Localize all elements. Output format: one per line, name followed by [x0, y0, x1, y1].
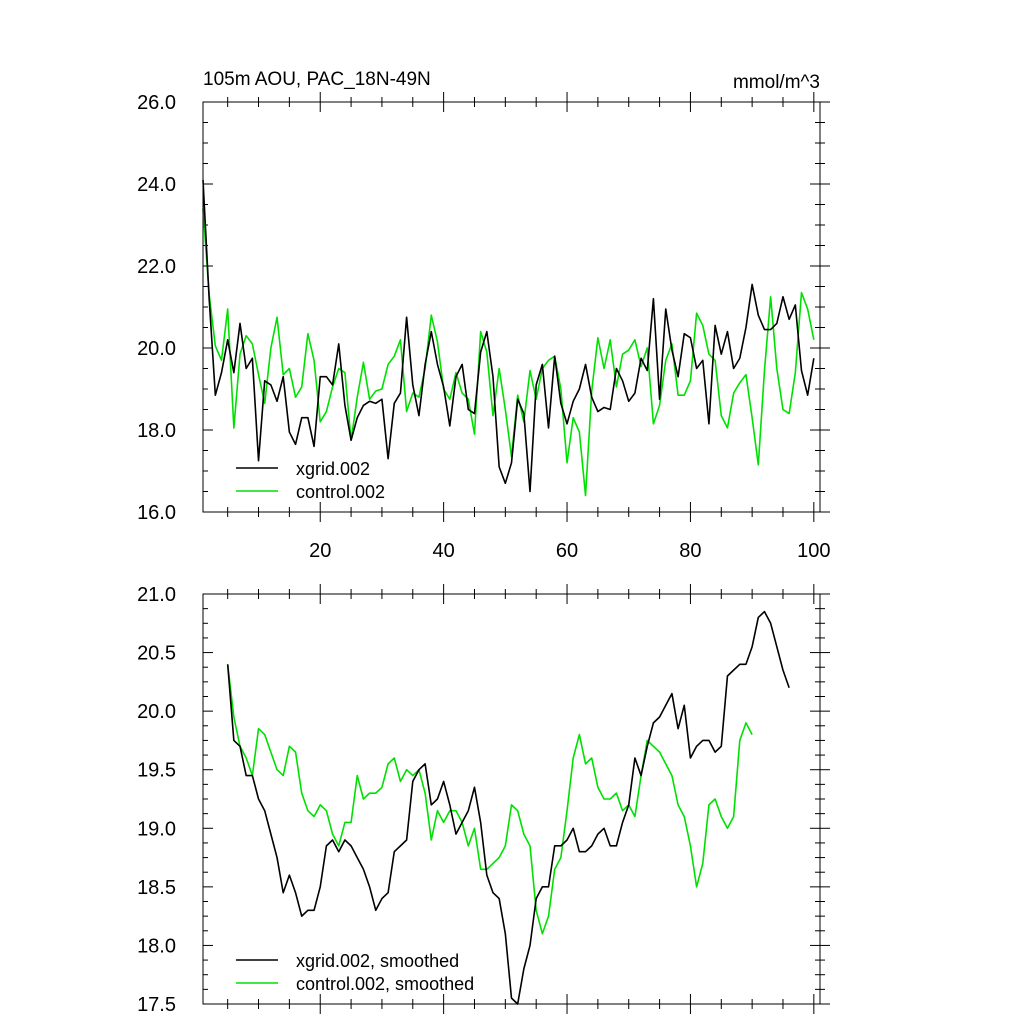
top-series-line-xgrid-002: [202, 179, 815, 493]
top-y-tick-label: 26.0: [137, 92, 176, 114]
top-chart-series-lines: [202, 179, 815, 497]
bottom-y-tick-label: 20.0: [137, 701, 176, 723]
legend-label-xgrid: xgrid.002: [296, 459, 370, 479]
top-x-tick-label: 80: [679, 540, 701, 562]
top-chart-title: 105m AOU, PAC_18N-49N: [203, 69, 431, 90]
bottom-chart-y-tick-labels: 17.5 18.0 18.5 19.0 19.5 20.0 20.5 21.0: [137, 584, 176, 1016]
top-y-tick-label: 18.0: [137, 420, 176, 442]
top-chart-frame: [202, 101, 821, 513]
top-x-tick-label: 20: [309, 540, 331, 562]
top-chart-panel: 105m AOU, PAC_18N-49N mmol/m^3 16.0 18.0 2…: [137, 69, 830, 562]
bottom-y-tick-label: 21.0: [137, 584, 176, 606]
top-y-tick-label: 16.0: [137, 502, 176, 524]
bottom-chart-series-lines: [226, 610, 790, 1005]
bottom-series-line-xgrid-002-smoothed: [226, 610, 790, 1005]
top-y-tick-label: 24.0: [137, 174, 176, 196]
bottom-y-tick-label: 18.0: [137, 935, 176, 957]
bottom-y-tick-label: 19.5: [137, 760, 176, 782]
bottom-chart-panel: 17.5 18.0 18.5 19.0 19.5 20.0 20.5 21.0 xgrid.0…: [137, 584, 830, 1016]
top-series-line-control-002: [202, 208, 815, 497]
top-y-tick-label: 20.0: [137, 338, 176, 360]
top-chart-x-tick-labels: 20 40 60 80 100: [309, 540, 830, 562]
bottom-y-tick-label: 17.5: [137, 994, 176, 1016]
bottom-y-tick-label: 18.5: [137, 877, 176, 899]
top-x-tick-label: 100: [797, 540, 830, 562]
legend-label-control-smoothed: control.002, smoothed: [296, 974, 474, 994]
top-chart-legend: xgrid.002 control.002: [236, 459, 385, 502]
top-chart-tick-marks: [203, 92, 830, 522]
top-chart-units-label: mmol/m^3: [733, 72, 820, 93]
top-y-tick-label: 22.0: [137, 256, 176, 278]
bottom-y-tick-label: 20.5: [137, 643, 176, 665]
bottom-series-line-control-002-smoothed: [226, 664, 753, 935]
bottom-chart-legend: xgrid.002, smoothed control.002, smoothe…: [236, 951, 474, 994]
bottom-chart-frame: [202, 593, 821, 1005]
bottom-y-tick-label: 19.0: [137, 818, 176, 840]
bottom-chart-tick-marks: [203, 584, 830, 1014]
top-x-tick-label: 60: [556, 540, 578, 562]
top-x-tick-label: 40: [433, 540, 455, 562]
top-chart-y-tick-labels: 16.0 18.0 20.0 22.0 24.0 26.0: [137, 92, 176, 524]
legend-label-control: control.002: [296, 482, 385, 502]
legend-label-xgrid-smoothed: xgrid.002, smoothed: [296, 951, 459, 971]
